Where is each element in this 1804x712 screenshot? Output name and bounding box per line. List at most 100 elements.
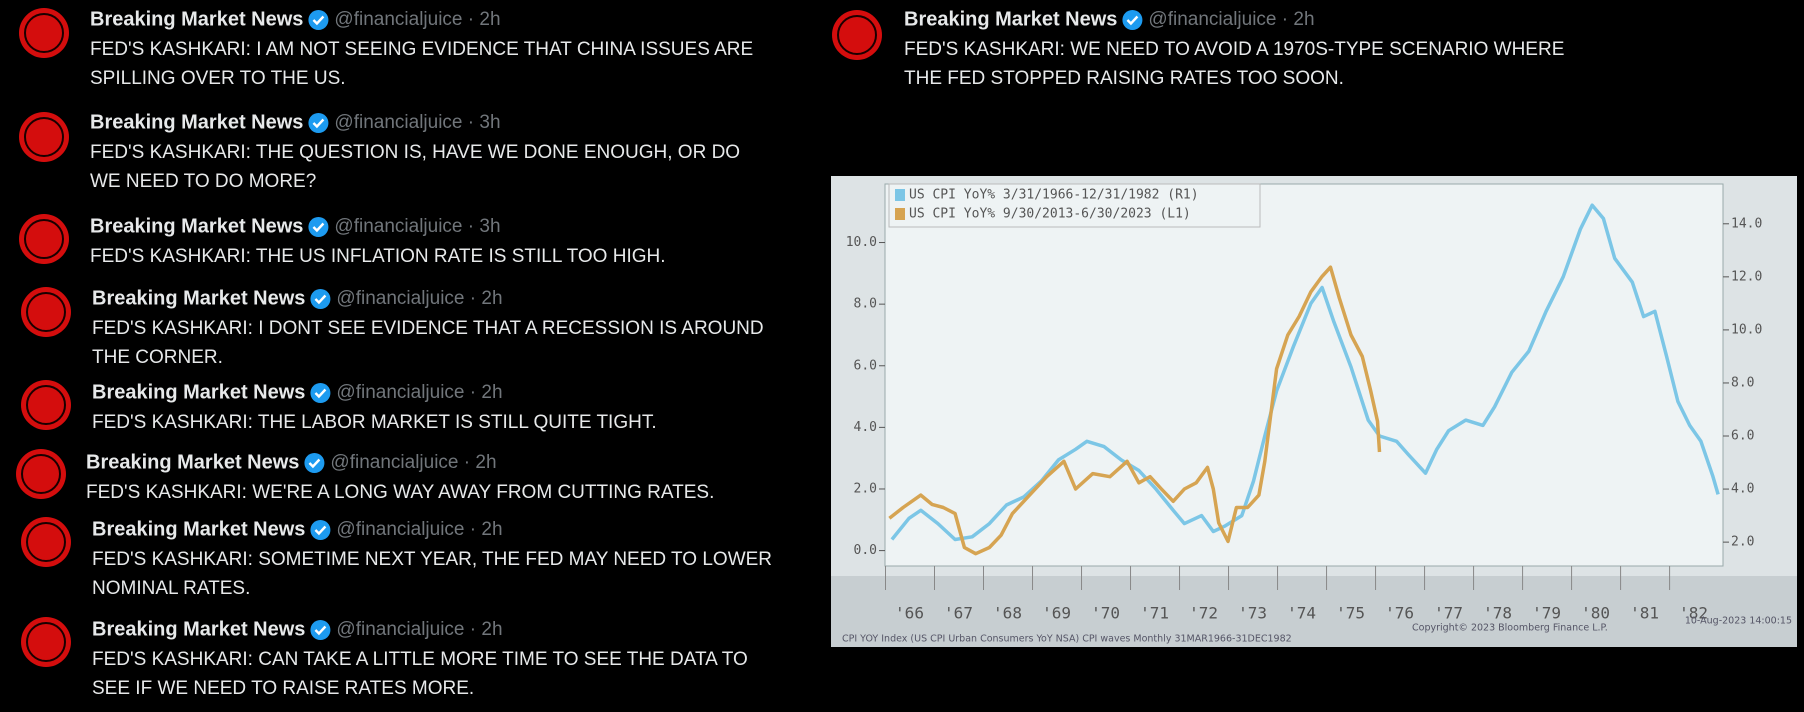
author-name[interactable]: Breaking Market News [86,451,299,473]
author-name[interactable]: Breaking Market News [904,8,1117,30]
avatar[interactable] [21,380,71,430]
y-tick-label: 6.0 [854,358,877,373]
tweet-text: WE NEED TO DO MORE? [90,171,316,192]
tweet: Breaking Market News @financialjuice · 2h… [21,380,657,433]
x-tick-label: '76 [1385,604,1414,623]
avatar[interactable] [19,8,69,58]
verified-check [314,525,327,536]
tweet-text: FED'S KASHKARI: I AM NOT SEEING EVIDENCE… [90,39,753,60]
y-tick-label: 4.0 [854,420,877,435]
author-name[interactable]: Breaking Market News [90,215,303,237]
x-tick-label: '67 [944,604,973,623]
avatar[interactable] [21,517,71,567]
avatar-ring [26,622,66,662]
verified-check [1126,15,1139,26]
y2-tick-label: 6.0 [1731,429,1754,444]
tweet-text: NOMINAL RATES. [92,578,250,599]
tweet-text: FED'S KASHKARI: THE LABOR MARKET IS STIL… [92,412,657,433]
x-tick-label: '68 [993,604,1022,623]
handle-time[interactable]: @financialjuice · 3h [334,216,500,237]
avatar-ring [26,385,66,425]
tweet: Breaking Market News @financialjuice · 2h… [21,287,764,368]
avatar[interactable] [19,214,69,264]
verified-badge [310,383,331,403]
author-name[interactable]: Breaking Market News [92,618,305,640]
x-tick-label: '77 [1434,604,1463,623]
handle-time[interactable]: @financialjuice · 2h [336,382,502,403]
y-tick-label: 2.0 [854,481,877,496]
avatar-ring [837,15,877,55]
handle-time[interactable]: @financialjuice · 2h [330,452,496,473]
verified-badge [310,620,331,640]
avatar-ring [26,522,66,562]
y2-tick-label: 10.0 [1731,322,1762,337]
tweet-text: THE FED STOPPED RAISING RATES TOO SOON. [904,68,1344,89]
avatar-ring [24,219,64,259]
y-tick-label: 0.0 [854,543,877,558]
tweet-text: FED'S KASHKARI: THE US INFLATION RATE IS… [90,246,666,267]
tweet: Breaking Market News @financialjuice · 2h… [21,617,748,699]
tweet: Breaking Market News @financialjuice · 2h… [16,449,714,503]
tweet-text: FED'S KASHKARI: THE QUESTION IS, HAVE WE… [90,142,740,163]
tweet-text: FED'S KASHKARI: SOMETIME NEXT YEAR, THE … [92,549,772,570]
author-name[interactable]: Breaking Market News [92,287,305,309]
x-tick-label: '75 [1336,604,1365,623]
y-tick-label: 10.0 [846,235,877,250]
author-name[interactable]: Breaking Market News [90,8,303,30]
avatar[interactable] [21,617,71,667]
avatar-ring [21,454,61,494]
y2-tick-label: 4.0 [1731,482,1754,497]
y2-tick-label: 14.0 [1731,216,1762,231]
verified-check [314,294,327,305]
legend-label: US CPI YoY% 3/31/1966-12/31/1982 (R1) [909,188,1199,203]
tweet: Breaking Market News @financialjuice · 2h… [19,8,753,89]
y-tick-label: 8.0 [854,297,877,312]
verified-badge [310,289,331,309]
series-line [890,203,1720,542]
x-tick-label: '73 [1238,604,1267,623]
handle-time[interactable]: @financialjuice · 3h [334,112,500,133]
author-name[interactable]: Breaking Market News [90,111,303,133]
tweet: Breaking Market News @financialjuice · 3h… [19,214,666,267]
chart-footer: 10-Aug-2023 14:00:15 [1685,616,1792,627]
tweet: Breaking Market News @financialjuice · 2h… [832,8,1564,89]
handle-time[interactable]: @financialjuice · 2h [336,519,502,540]
verified-badge [310,520,331,540]
x-tick-label: '78 [1483,604,1512,623]
handle-time[interactable]: @financialjuice · 2h [334,9,500,30]
avatar-ring [26,292,66,332]
avatar[interactable] [21,287,71,337]
author-name[interactable]: Breaking Market News [92,518,305,540]
avatar[interactable] [832,10,882,60]
avatar[interactable] [16,449,66,499]
x-tick-label: '71 [1140,604,1169,623]
x-tick-label: '69 [1042,604,1071,623]
plot-area [884,183,1724,567]
handle-time[interactable]: @financialjuice · 2h [336,619,502,640]
tweet: Breaking Market News @financialjuice · 3h… [19,111,740,192]
x-tick-label: '82 [1679,604,1708,623]
tweet-text: FED'S KASHKARI: WE NEED TO AVOID A 1970S… [904,39,1564,60]
y2-tick-label: 12.0 [1731,269,1762,284]
x-tick-label: '74 [1287,604,1316,623]
legend-box [888,183,1261,228]
handle-time[interactable]: @financialjuice · 2h [336,288,502,309]
verified-check [308,458,321,469]
x-tick-label: '72 [1189,604,1218,623]
tweet-text: THE CORNER. [92,347,223,368]
x-tick-label: '80 [1581,604,1610,623]
avatar-ring [24,117,64,157]
x-tick-label: '79 [1532,604,1561,623]
legend-swatch [895,189,905,201]
tweet-text: FED'S KASHKARI: CAN TAKE A LITTLE MORE T… [92,649,748,670]
x-tick-label: '81 [1630,604,1659,623]
chart-footer: CPI YOY Index (US CPI Urban Consumers Yo… [842,634,1292,645]
author-name[interactable]: Breaking Market News [92,381,305,403]
tweet-text: SPILLING OVER TO THE US. [90,68,346,89]
avatar[interactable] [19,112,69,162]
chart-footer-band [831,576,1797,647]
handle-time[interactable]: @financialjuice · 2h [1148,9,1314,30]
verified-check [312,15,325,26]
verified-check [312,118,325,129]
